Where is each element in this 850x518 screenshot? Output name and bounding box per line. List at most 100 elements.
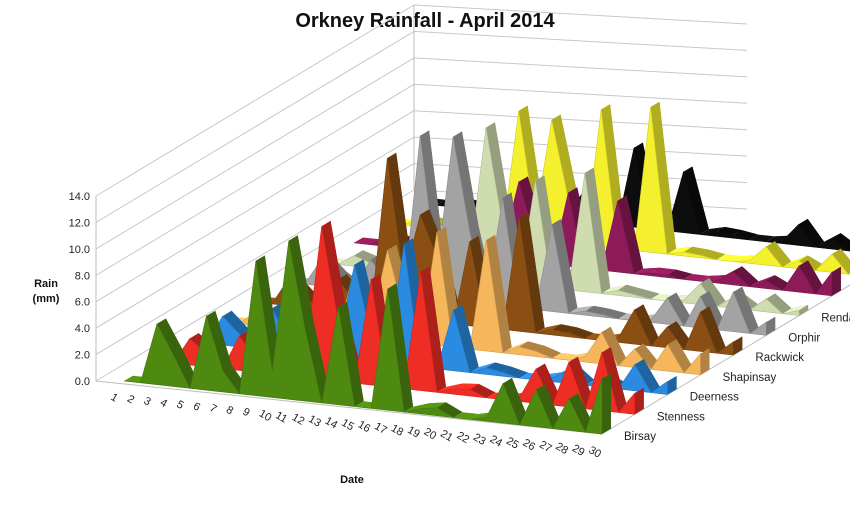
- series-top-strip: [486, 362, 512, 373]
- gridline-side: [95, 30, 415, 223]
- series-top-strip: [206, 310, 232, 371]
- y-tick-label: 10.0: [69, 244, 90, 256]
- series-top-strip: [601, 309, 627, 319]
- series-top-strip: [503, 378, 529, 425]
- series-layer: [123, 101, 850, 435]
- series-top-strip: [782, 304, 809, 314]
- series-top-strip: [437, 402, 463, 418]
- y-axis-title: Rain (mm): [33, 278, 60, 305]
- gridline-back: [413, 4, 748, 25]
- series-top-strip: [799, 260, 825, 294]
- series-top-strip: [453, 131, 479, 232]
- series-top-strip: [683, 166, 709, 235]
- series-top-strip: [536, 363, 562, 406]
- y-tick-label: 0.0: [75, 376, 90, 388]
- x-tick-label: 2: [125, 393, 136, 406]
- gridline-back: [413, 110, 748, 131]
- y-tick-label: 6.0: [75, 297, 90, 309]
- series-label: Stenness: [657, 411, 705, 423]
- series-top-strip: [552, 219, 578, 314]
- series-top-strip: [453, 304, 479, 373]
- x-tick-label: 29: [570, 442, 587, 459]
- series-top-strip: [798, 255, 825, 271]
- series-top-strip: [732, 230, 759, 240]
- x-tick-label: 22: [455, 430, 472, 447]
- series-top-strip: [667, 339, 693, 373]
- series-top-strip: [519, 212, 545, 334]
- series-top-strip: [831, 248, 850, 275]
- x-tick-label: 20: [422, 426, 439, 443]
- x-tick-label: 7: [207, 402, 218, 415]
- series-top-strip: [552, 353, 578, 361]
- series-top-strip: [699, 227, 726, 235]
- series-top-strip: [551, 114, 578, 199]
- gridline-side: [95, 57, 415, 250]
- floor-edge: [601, 284, 850, 435]
- series-top-strip: [634, 359, 661, 393]
- series-top-strip: [733, 266, 759, 287]
- x-tick-label: 28: [554, 441, 571, 458]
- series-top-strip: [667, 292, 693, 327]
- y-tick-label: 8.0: [75, 270, 90, 282]
- series-end-cap: [602, 373, 611, 434]
- series-top-strip: [700, 249, 726, 260]
- series-label: Shapinsay: [723, 372, 777, 384]
- series-top-strip: [453, 383, 479, 390]
- series-top-strip: [288, 235, 315, 330]
- series-top-strip: [535, 345, 562, 359]
- series-top-strip: [617, 195, 644, 274]
- x-tick-label: 5: [174, 399, 185, 412]
- series-top-strip: [420, 266, 446, 393]
- gridline-back: [413, 57, 748, 78]
- series-top-strip: [700, 290, 726, 330]
- series-top-strip: [568, 356, 595, 409]
- series-top-strip: [321, 220, 348, 321]
- gridline-side: [95, 136, 415, 329]
- series-birsay: [123, 235, 611, 435]
- series-top-strip: [568, 327, 594, 339]
- series-top-strip: [437, 383, 463, 393]
- series-top-strip: [502, 341, 529, 353]
- series-top-strip: [634, 343, 660, 370]
- series-top-strip: [765, 235, 792, 242]
- series-top-strip: [157, 318, 183, 355]
- series-top-strip: [536, 384, 562, 429]
- series-top-strip: [305, 324, 331, 403]
- x-tick-label: 6: [191, 400, 202, 413]
- series-end-cap: [832, 266, 841, 296]
- series-top-strip: [683, 274, 710, 282]
- series-top-strip: [733, 255, 759, 262]
- series-end-cap: [634, 387, 644, 415]
- series-top-strip: [634, 304, 660, 346]
- series-label: Rackwick: [755, 352, 804, 364]
- series-top-strip: [650, 267, 677, 275]
- gridline-side: [95, 110, 415, 303]
- series-top-strip: [650, 101, 676, 255]
- x-tick-label: 17: [372, 420, 389, 437]
- series-top-strip: [404, 403, 430, 413]
- gridline-back: [413, 30, 748, 51]
- series-top-strip: [634, 267, 660, 274]
- series-label: Deerness: [690, 392, 739, 404]
- series-top-strip: [535, 324, 561, 334]
- x-axis-title: Date: [340, 474, 364, 486]
- series-label: Birsay: [624, 431, 656, 443]
- series-top-strip: [354, 237, 380, 245]
- series-top-strip: [617, 284, 644, 295]
- x-tick-label: 3: [142, 395, 153, 408]
- series-top-strip: [255, 255, 282, 371]
- series-top-strip: [601, 347, 628, 413]
- x-tick-label: 19: [405, 424, 422, 441]
- y-tick-label: 14.0: [69, 191, 90, 203]
- series-top-strip: [601, 326, 628, 366]
- x-tick-label: 13: [306, 413, 323, 430]
- x-tick-label: 10: [257, 408, 274, 425]
- series-top-strip: [584, 167, 611, 294]
- series-top-strip: [798, 218, 825, 248]
- series-top-strip: [667, 269, 693, 280]
- series-top-strip: [700, 306, 726, 354]
- series-top-strip: [831, 233, 850, 251]
- y-tick-label: 2.0: [75, 350, 90, 362]
- x-tick-label: 16: [356, 419, 373, 436]
